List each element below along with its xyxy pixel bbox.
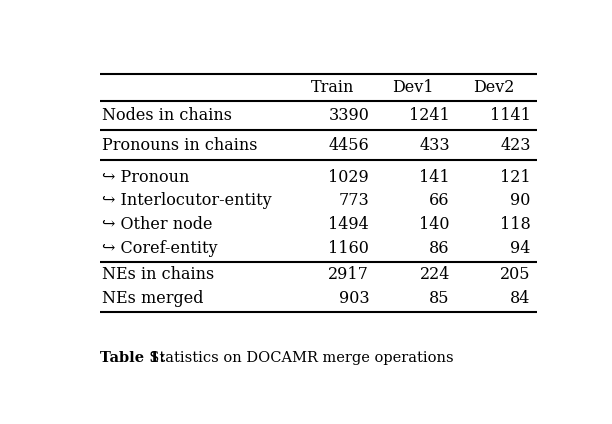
- Text: 1494: 1494: [329, 216, 369, 233]
- Text: 121: 121: [500, 169, 531, 186]
- Text: 66: 66: [430, 192, 450, 209]
- Text: 1029: 1029: [329, 169, 369, 186]
- Text: Train: Train: [311, 79, 354, 96]
- Text: 1160: 1160: [328, 240, 369, 257]
- Text: 1141: 1141: [490, 107, 531, 124]
- Text: Statistics on DOCAMR merge operations: Statistics on DOCAMR merge operations: [140, 351, 453, 365]
- Text: 433: 433: [419, 137, 450, 153]
- Text: Dev2: Dev2: [473, 79, 515, 96]
- Text: ↪ Interlocutor-entity: ↪ Interlocutor-entity: [102, 192, 271, 209]
- Text: Table 1:: Table 1:: [100, 351, 165, 365]
- Text: 773: 773: [338, 192, 369, 209]
- Text: 224: 224: [419, 266, 450, 283]
- Text: 86: 86: [430, 240, 450, 257]
- Text: 140: 140: [419, 216, 450, 233]
- Text: 205: 205: [500, 266, 531, 283]
- Text: 4456: 4456: [329, 137, 369, 153]
- Text: Pronouns in chains: Pronouns in chains: [102, 137, 257, 153]
- Text: 2917: 2917: [328, 266, 369, 283]
- Text: 118: 118: [500, 216, 531, 233]
- Text: 90: 90: [510, 192, 531, 209]
- Text: ↪ Other node: ↪ Other node: [102, 216, 212, 233]
- Text: ↪ Pronoun: ↪ Pronoun: [102, 169, 189, 186]
- Text: 423: 423: [500, 137, 531, 153]
- Text: 903: 903: [338, 290, 369, 307]
- Text: 85: 85: [430, 290, 450, 307]
- Text: 3390: 3390: [328, 107, 369, 124]
- Text: NEs in chains: NEs in chains: [102, 266, 214, 283]
- Text: 1241: 1241: [409, 107, 450, 124]
- Text: NEs merged: NEs merged: [102, 290, 203, 307]
- Text: ↪ Coref-entity: ↪ Coref-entity: [102, 240, 217, 257]
- Text: 94: 94: [510, 240, 531, 257]
- Text: 84: 84: [510, 290, 531, 307]
- Text: 141: 141: [419, 169, 450, 186]
- Text: Nodes in chains: Nodes in chains: [102, 107, 231, 124]
- Text: Dev1: Dev1: [392, 79, 434, 96]
